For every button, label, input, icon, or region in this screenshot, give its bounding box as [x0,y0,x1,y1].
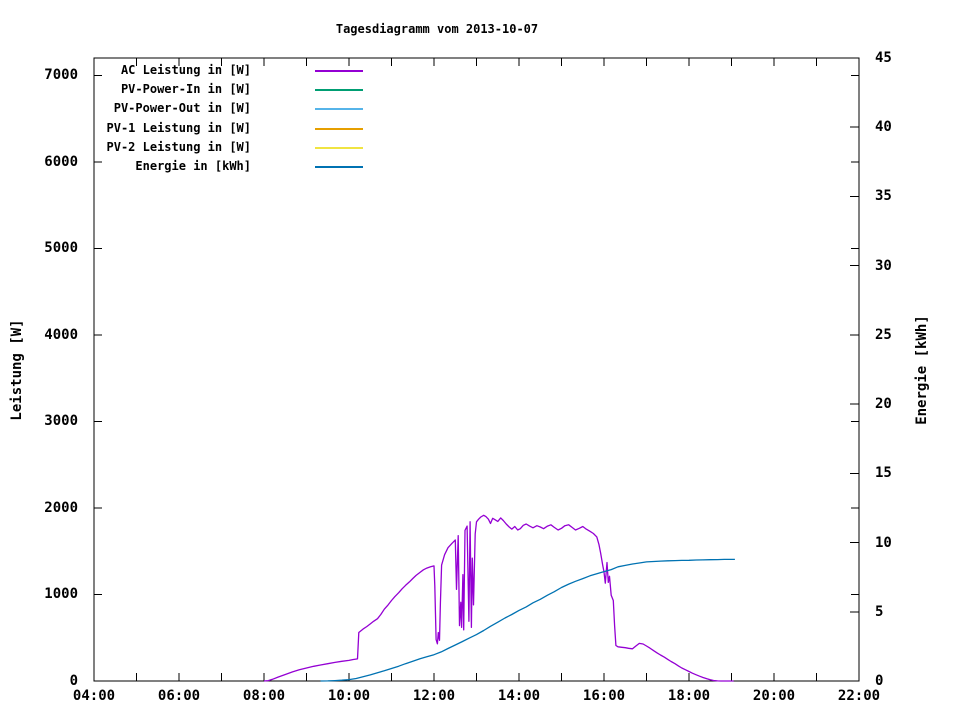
series-line-6 [320,558,735,682]
legend-line-sample-6 [315,166,363,168]
y2-tick-label: 15 [875,465,892,482]
y2-tick-label: 0 [875,673,884,689]
y2-tick-label: 5 [875,603,884,620]
y2-tick-label: 20 [875,396,892,413]
y2-tick-label: 45 [875,50,892,66]
y-tick-label: 1000 [44,586,78,603]
x-tick-label: 16:00 [582,688,626,704]
y2-tick-label: 10 [875,534,892,551]
legend-label-4: PV-1 Leistung in [W] [106,120,252,135]
x-tick-label: 12:00 [412,688,456,704]
y-tick-label: 4000 [44,326,78,343]
legend-label-6: Energie in [kWh] [135,159,251,173]
series-line-1 [263,514,734,682]
y-tick-label: 0 [69,673,78,689]
legend-label-5: PV-2 Leistung in [W] [106,139,252,154]
x-tick-label: 10:00 [327,688,371,704]
y-tick-label: 6000 [44,153,78,170]
x-tick-label: 18:00 [667,688,711,704]
x-tick-label: 14:00 [497,688,541,704]
legend-line-sample-1 [315,70,363,72]
x-tick-label: 06:00 [157,688,201,704]
legend-label-3: PV-Power-Out in [W] [113,101,251,116]
legend-label-1: AC Leistung in [W] [120,63,251,77]
y-tick-label: 7000 [44,67,78,84]
x-tick-label: 22:00 [837,688,881,704]
legend-line-sample-2 [315,89,363,92]
y2-tick-label: 30 [875,257,892,274]
legend-label-2: PV-Power-In in [W] [120,82,251,97]
y-tick-label: 3000 [44,413,78,430]
legend-line-sample-5 [315,146,363,149]
legend-line-sample-3 [315,108,363,111]
legend-line-sample-4 [315,127,363,130]
y-tick-label: 5000 [44,240,78,257]
y2-tick-label: 35 [875,188,892,205]
x-tick-label: 04:00 [72,688,116,704]
y-tick-label: 2000 [44,499,78,516]
chart-title: Tagesdiagramm vom 2013-10-07 [335,22,539,36]
x-tick-label: 20:00 [752,688,796,704]
y2-tick-label: 25 [875,326,892,343]
x-tick-label: 08:00 [242,688,286,704]
y2-tick-label: 40 [875,119,892,136]
